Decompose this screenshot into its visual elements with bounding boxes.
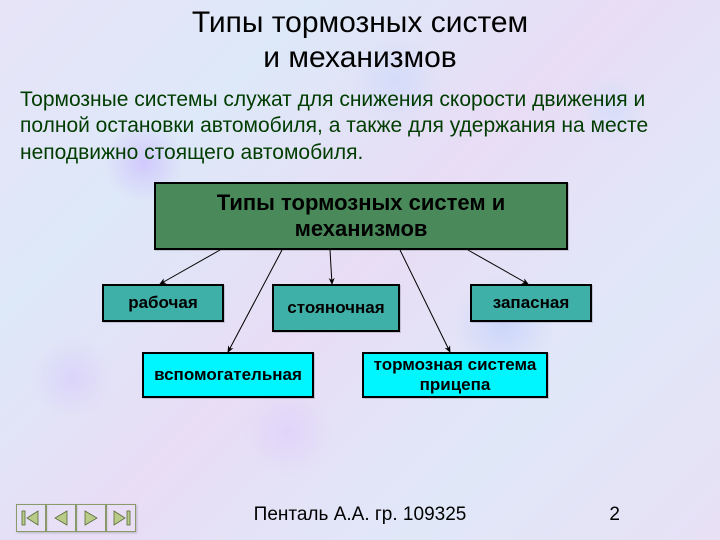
nav-last-button[interactable]	[106, 504, 136, 532]
title-line-1: Типы тормозных систем	[192, 6, 528, 39]
nav-controls	[16, 504, 136, 532]
page-number: 2	[609, 504, 620, 526]
nav-next-button[interactable]	[76, 504, 106, 532]
child-node-vspomog: вспомогательная	[142, 352, 314, 398]
child-node-rabochaya: рабочая	[102, 284, 224, 322]
slide-title: Типы тормозных систем и механизмов	[0, 0, 720, 75]
title-line-2: и механизмов	[263, 41, 456, 74]
nav-prev-button[interactable]	[46, 504, 76, 532]
tree-diagram: Типы тормозных систем и механизмов рабоча…	[0, 166, 720, 426]
child-node-pritsep: тормозная система прицепа	[362, 352, 548, 398]
slide-description: Тормозные системы служат для снижения ск…	[0, 75, 720, 166]
root-node: Типы тормозных систем и механизмов	[154, 182, 568, 250]
child-node-zapasnaya: запасная	[470, 284, 592, 322]
child-node-stoyanochnaya: стояночная	[272, 284, 400, 332]
nav-first-button[interactable]	[16, 504, 46, 532]
